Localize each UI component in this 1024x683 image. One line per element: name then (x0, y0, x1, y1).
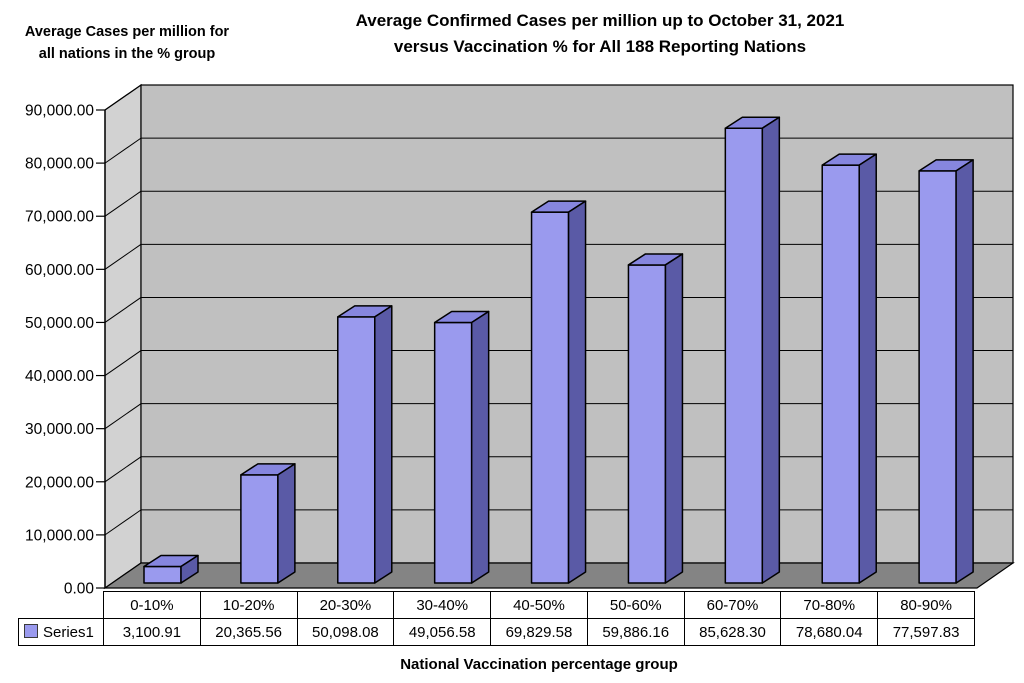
category-cell: 80-90% (877, 591, 975, 619)
bar-front-face (627, 264, 667, 584)
bar-front-face (918, 170, 957, 584)
category-cell: 0-10% (103, 591, 201, 619)
value-cell: 69,829.58 (490, 618, 588, 646)
value-cell: 78,680.04 (780, 618, 879, 646)
value-cell: 3,100.91 (103, 618, 201, 646)
bar-side-face (180, 554, 199, 584)
bar-front-face (143, 565, 182, 584)
y-tick-label: 50,000.00 (25, 315, 94, 332)
gridline-side (104, 509, 142, 536)
y-tick-label: 20,000.00 (25, 474, 94, 491)
gridline-side (104, 297, 142, 323)
bar-60-70% (724, 116, 781, 584)
bar-side-face (470, 310, 490, 584)
gridline-side (104, 350, 142, 376)
bar-10-20% (240, 463, 296, 584)
bar-side-face (277, 463, 296, 584)
bar-30-40% (433, 310, 490, 584)
bar-front-face (530, 211, 570, 584)
category-cell: 40-50% (490, 591, 588, 619)
legend-cell: Series1 (18, 618, 104, 646)
legend-swatch-icon (24, 623, 38, 638)
y-tick-label: 90,000.00 (25, 103, 94, 120)
category-cell: 20-30% (296, 591, 395, 619)
y-tick-label: 40,000.00 (25, 368, 94, 385)
gridline-side (104, 190, 142, 217)
value-cell: 20,365.56 (199, 618, 298, 646)
chart-title-line2: versus Vaccination % for All 188 Reporti… (393, 37, 807, 57)
chart-title-line1: Average Confirmed Cases per million up t… (355, 11, 845, 30)
category-cell: 50-60% (586, 591, 685, 619)
value-cell: 59,886.16 (586, 618, 685, 646)
bar-front-face (240, 474, 279, 584)
y-axis-title-line1: Average Cases per million for (24, 24, 230, 40)
bar-50-60% (627, 253, 684, 584)
bar-80-90% (918, 159, 974, 584)
bar-70-80% (821, 153, 877, 584)
bar-side-face (858, 153, 877, 584)
bar-side-face (664, 253, 684, 584)
bar-front-face (821, 164, 860, 584)
gridline-side (104, 456, 142, 483)
bar-side-face (567, 200, 587, 584)
y-tick-label: 30,000.00 (25, 421, 94, 438)
category-row: 0-10% 10-20% 20-30% 30-40% 40-50% 50-60% 60-70… (19, 591, 975, 619)
gridline-side (104, 243, 142, 270)
bar-0-10% (143, 554, 199, 584)
value-cell: 49,056.58 (393, 618, 492, 646)
y-tick-label: 60,000.00 (25, 262, 94, 279)
category-cell: 60-70% (683, 591, 782, 619)
bar-side-face (374, 305, 393, 584)
legend-label: Series1 (43, 623, 94, 641)
bar-side-face (761, 116, 781, 584)
value-cell: 77,597.83 (877, 618, 975, 646)
value-cell: 85,628.30 (683, 618, 782, 646)
data-table: 0-10% 10-20% 20-30% 30-40% 40-50% 50-60% 60-70… (18, 591, 975, 646)
bar-front-face (724, 127, 764, 584)
bar-side-face (955, 159, 974, 584)
gridline-side (104, 403, 142, 430)
gridline-side (104, 84, 142, 111)
y-tick-label: 10,000.00 (25, 527, 94, 544)
value-cell: 50,098.08 (296, 618, 395, 646)
y-axis-title-line2: all nations in the % group (38, 45, 216, 62)
series-row: Series1 3,100.91 20,365.56 50,098.08 49,056.… (18, 618, 975, 646)
data-table-wrap: 0-10% 10-20% 20-30% 30-40% 40-50% 50-60% 60-70… (18, 591, 975, 646)
table-corner-blank (19, 592, 104, 619)
category-cell: 30-40% (393, 591, 492, 619)
category-cell: 10-20% (199, 591, 298, 619)
bar-40-50% (530, 200, 587, 584)
bar-front-face (337, 316, 376, 584)
y-tick-label: 80,000.00 (25, 156, 94, 173)
y-axis-title: Average Cases per million for all nation… (2, 22, 252, 66)
bar-20-30% (337, 305, 393, 584)
gridline-side (104, 137, 142, 164)
bar-front-face (433, 321, 473, 584)
y-tick-label: 0.00 (64, 581, 95, 598)
category-cell: 70-80% (780, 591, 879, 619)
y-tick-label: 70,000.00 (25, 209, 94, 226)
chart-title: Average Confirmed Cases per million up t… (250, 8, 950, 61)
x-axis-title: National Vaccination percentage group (400, 656, 678, 673)
side-wall (104, 83, 142, 590)
